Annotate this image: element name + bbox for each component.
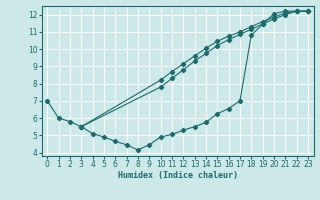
X-axis label: Humidex (Indice chaleur): Humidex (Indice chaleur): [118, 171, 237, 180]
